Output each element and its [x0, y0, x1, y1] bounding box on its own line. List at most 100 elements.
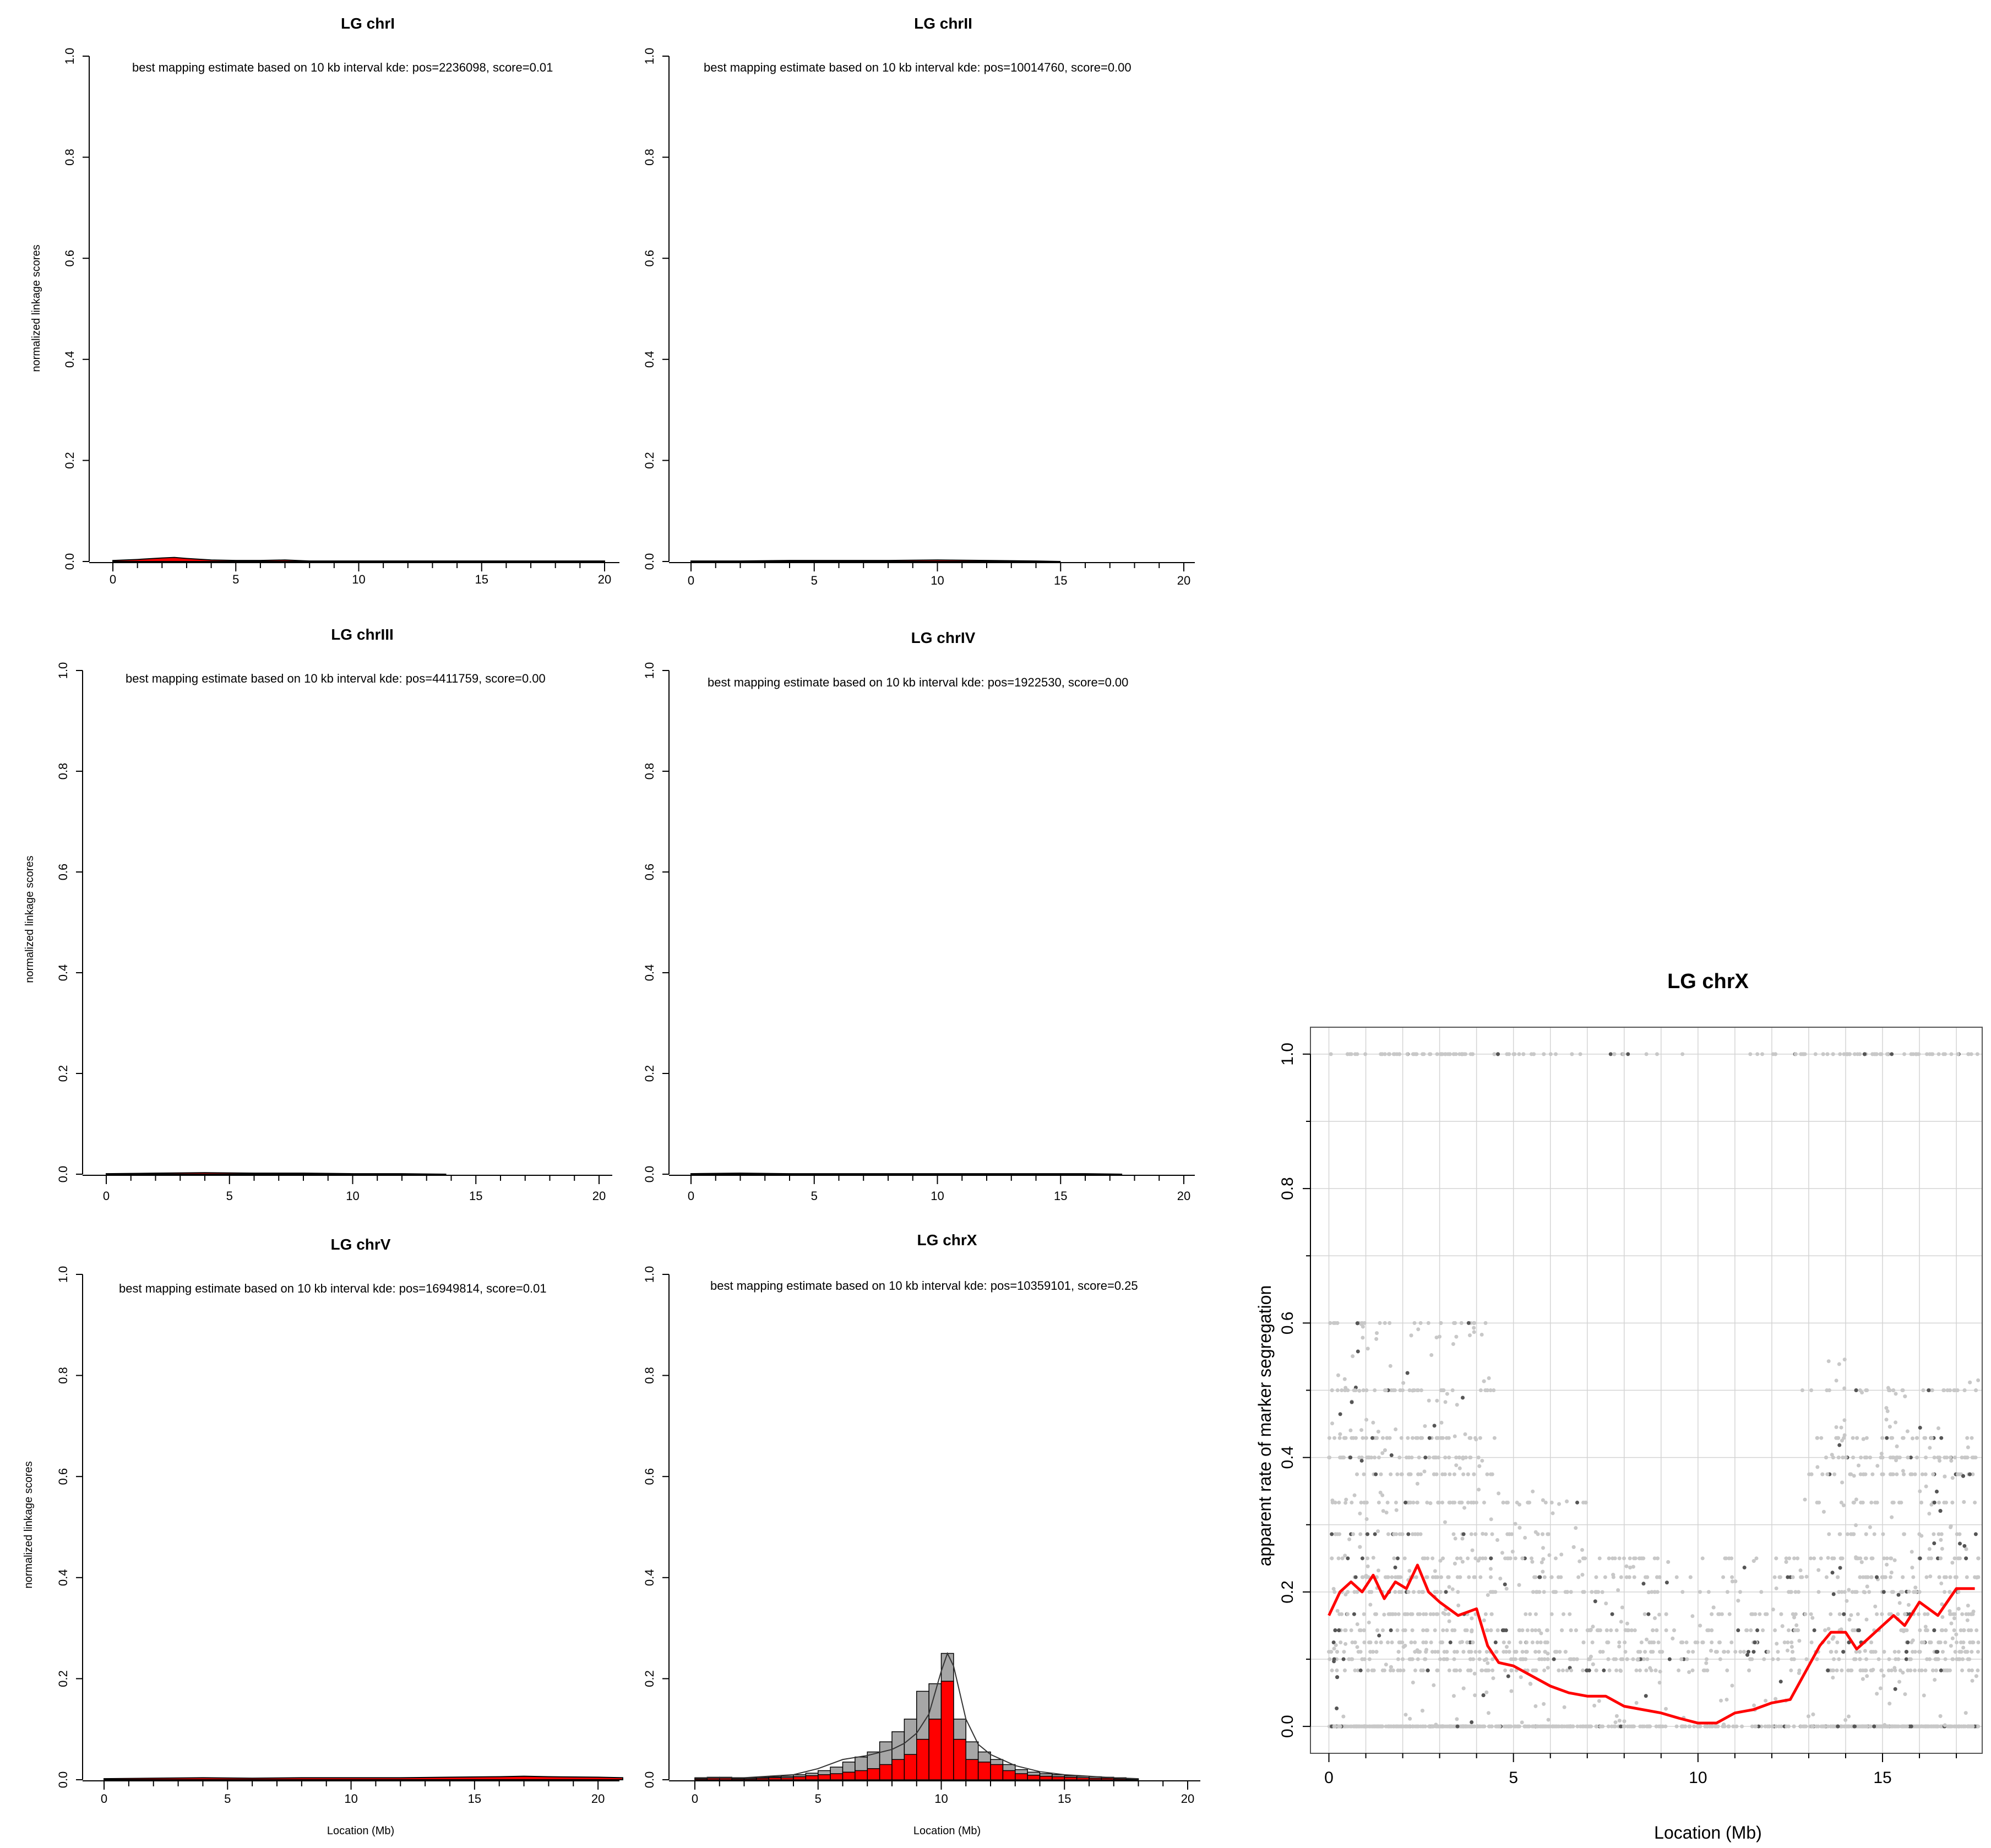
scatter-point — [1864, 1388, 1868, 1392]
scatter-point — [1468, 1455, 1472, 1460]
scatter-point — [1963, 1650, 1968, 1654]
scatter-point — [1733, 1579, 1738, 1584]
scatter-point — [1511, 1052, 1516, 1056]
scatter-point — [1893, 1668, 1897, 1672]
scatter-point — [1639, 1640, 1644, 1644]
scatter-point — [1968, 1380, 1972, 1384]
scatter-point — [1404, 1612, 1408, 1616]
scatter-point — [1389, 1628, 1393, 1633]
scatter-point — [1395, 1628, 1400, 1633]
scatter-point — [1658, 1669, 1662, 1673]
scatter-point — [1396, 1650, 1401, 1654]
scatter-point — [1973, 1532, 1978, 1536]
scatter-point — [1779, 1612, 1783, 1616]
scatter-point — [1411, 1532, 1415, 1536]
scatter-point — [1970, 1436, 1974, 1440]
scatter-point — [1332, 1590, 1337, 1594]
scatter-point — [1796, 1556, 1800, 1561]
scatter-point — [1460, 1640, 1464, 1644]
scatter-point — [1889, 1575, 1893, 1579]
y-tick-label: 0.6 — [643, 1468, 656, 1485]
scatter-point — [1480, 1458, 1484, 1463]
scatter-point — [1826, 1627, 1831, 1631]
scatter-point — [1809, 1612, 1813, 1616]
scatter-point — [1592, 1703, 1597, 1708]
scatter-point — [1407, 1388, 1412, 1392]
scatter-point — [1366, 1347, 1370, 1351]
y-tick-label: 0.6 — [56, 1468, 70, 1485]
scatter-point — [1923, 1472, 1928, 1476]
scatter-point — [1394, 1508, 1399, 1512]
scatter-point — [1654, 1724, 1658, 1729]
scatter-point — [1383, 1448, 1387, 1452]
scatter-point — [1903, 1612, 1907, 1616]
scatter-point — [1945, 1388, 1950, 1392]
scatter-point — [1641, 1582, 1646, 1586]
scatter-point — [1925, 1612, 1930, 1616]
scatter-point — [1433, 1569, 1437, 1573]
scatter-point — [1812, 1628, 1816, 1633]
scatter-point — [1403, 1643, 1407, 1648]
scatter-point — [1531, 1489, 1535, 1493]
scatter-point — [1478, 1436, 1482, 1440]
red-bar — [756, 1778, 769, 1780]
scatter-point — [1452, 1657, 1456, 1661]
scatter-point — [1490, 1657, 1495, 1661]
scatter-point — [1956, 1052, 1960, 1056]
scatter-point — [1353, 1640, 1357, 1644]
scatter-point — [1738, 1650, 1743, 1654]
scatter-point — [1427, 1436, 1432, 1440]
scatter-point — [1470, 1616, 1474, 1621]
annotation: best mapping estimate based on 10 kb int… — [126, 672, 546, 685]
scatter-point — [1792, 1724, 1796, 1729]
x-tick-label: 20 — [592, 1189, 606, 1203]
scatter-point — [1848, 1668, 1853, 1672]
scatter-point — [1658, 1724, 1663, 1729]
scatter-point — [1799, 1052, 1803, 1056]
scatter-point — [1402, 1556, 1407, 1561]
scatter-point — [1752, 1703, 1756, 1708]
scatter-point — [1647, 1640, 1652, 1644]
scatter-point — [1710, 1628, 1714, 1633]
scatter-point — [1906, 1602, 1911, 1607]
scatter-point — [1416, 1472, 1421, 1476]
scatter-point — [1467, 1333, 1472, 1338]
scatter-point — [1917, 1650, 1921, 1654]
scatter-point — [1957, 1532, 1962, 1536]
scatter-point — [1940, 1628, 1945, 1633]
scatter-point — [1954, 1632, 1959, 1637]
scatter-point — [1533, 1575, 1538, 1579]
scatter-point — [1409, 1640, 1413, 1644]
scatter-point — [1489, 1575, 1493, 1579]
scatter-point — [1975, 1575, 1979, 1579]
scatter-point — [1608, 1052, 1613, 1056]
scatter-point — [1913, 1668, 1917, 1672]
scatter-point — [1366, 1532, 1370, 1536]
scatter-point — [1939, 1436, 1944, 1440]
scatter-point — [1695, 1724, 1700, 1729]
scatter-point — [1616, 1588, 1620, 1593]
scatter-point — [1580, 1573, 1585, 1577]
scatter-point — [1479, 1332, 1484, 1337]
data-marks — [690, 1173, 1123, 1175]
scatter-point — [1531, 1590, 1535, 1594]
scatter-point — [1462, 1506, 1467, 1510]
scatter-point — [1335, 1668, 1339, 1672]
scatter-point — [1816, 1568, 1821, 1572]
scatter-point — [1885, 1436, 1889, 1440]
scatter-point — [1939, 1556, 1943, 1561]
scatter-point — [1934, 1650, 1939, 1654]
scatter-point — [1842, 1590, 1847, 1594]
scatter-point — [1625, 1628, 1630, 1633]
scatter-point — [1610, 1612, 1614, 1616]
scatter-point — [1547, 1553, 1552, 1557]
red-bar — [1064, 1776, 1078, 1780]
x-tick-label: 5 — [811, 574, 818, 587]
scatter-point — [1793, 1628, 1797, 1633]
scatter-point — [1901, 1436, 1905, 1440]
scatter-point — [1493, 1590, 1498, 1594]
scatter-point — [1472, 1575, 1476, 1579]
scatter-point — [1359, 1428, 1364, 1432]
red-bar — [904, 1754, 917, 1780]
scatter-point — [1840, 1724, 1844, 1729]
